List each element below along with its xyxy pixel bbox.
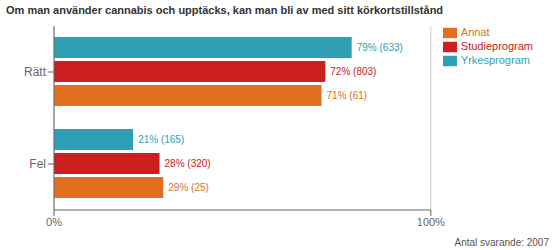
svg-text:100%: 100% xyxy=(417,216,445,228)
svg-text:71% (61): 71% (61) xyxy=(327,90,368,101)
svg-text:0%: 0% xyxy=(46,216,62,228)
svg-text:28% (320): 28% (320) xyxy=(165,158,211,169)
svg-text:72% (803): 72% (803) xyxy=(330,66,376,77)
svg-text:Fel: Fel xyxy=(29,157,46,171)
html-text:Studieprogram: Studieprogram xyxy=(460,40,533,53)
html-text:Antal svarande: 2007: Antal svarande: 2007 xyxy=(454,237,549,248)
html-text:Yrkesprogram: Yrkesprogram xyxy=(460,54,530,67)
svg-text:29% (25): 29% (25) xyxy=(168,182,209,193)
html-text:Om man använder cannabis och u: Om man använder cannabis och upptäcks, k… xyxy=(6,4,444,16)
svg-text:21% (165): 21% (165) xyxy=(138,134,184,145)
svg-text:Rätt: Rätt xyxy=(24,65,47,79)
svg-text:79% (633): 79% (633) xyxy=(357,42,403,53)
html-text:Annat: Annat xyxy=(460,26,490,38)
